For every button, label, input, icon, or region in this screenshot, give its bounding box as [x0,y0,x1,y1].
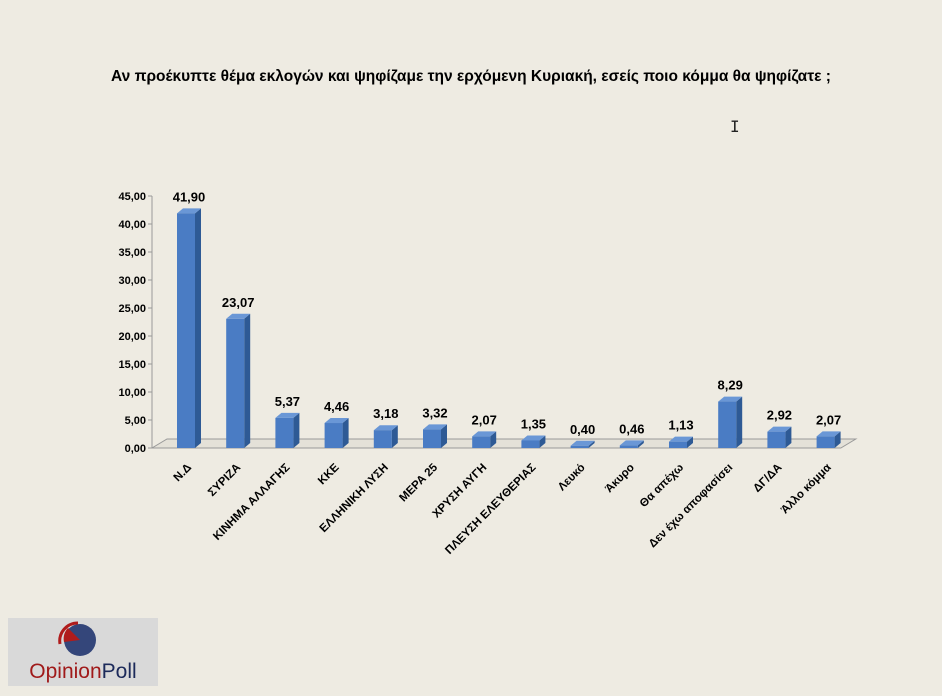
bar-top [177,208,201,214]
bar [177,213,195,448]
bar-side [244,313,251,448]
bar [718,401,737,448]
data-label: 8,29 [718,378,743,393]
bar-top [669,436,693,442]
bar-top [324,418,349,424]
bar-top [275,412,300,418]
y-tick-label: 20,00 [118,331,146,343]
bar [423,429,441,448]
x-tick-label: ΜΕΡΑ 25 [397,461,440,504]
x-tick-label: Θα απέχω [638,461,687,510]
x-tick-label: ΠΛΕΥΣΗ ΕΛΕΥΘΕΡΙΑΣ [443,462,538,557]
bar-side [834,431,841,448]
x-tick-label: Άλλο κόμμα [779,462,834,517]
x-tick-label: ΚΚΕ [316,461,342,487]
logo-text: OpinionPoll [8,660,158,684]
data-label: 3,32 [422,405,447,420]
bar [767,431,786,448]
bar-top [521,435,546,441]
x-tick-label: Λευκό [556,462,588,494]
bar-top [619,440,644,446]
bar-side [637,440,644,448]
bar-top [423,424,447,430]
x-tick-label: Ν.Δ [172,462,194,484]
data-label: 0,40 [570,422,595,437]
y-tick-label: 35,00 [118,247,146,259]
bar-top [718,396,743,402]
data-label: 2,92 [767,408,792,423]
x-tick-label: Δεν έχω αποφασίσει [647,462,736,551]
bar [570,445,589,448]
bar-side [539,435,546,448]
bar-top [816,431,841,437]
bar-top [767,426,792,432]
x-tick-label: ΣΥΡΙΖΑ [206,462,243,499]
bar-side [342,418,349,448]
bar [472,436,491,448]
y-tick-label: 5,00 [125,415,146,427]
data-label: 4,46 [324,399,349,414]
x-tick-label: ΔΓ/ΔΑ [751,462,784,495]
bar-top [570,440,595,446]
bar [226,318,245,448]
bar [275,417,294,448]
y-tick-label: 25,00 [118,303,146,315]
chart-title: Αν προέκυπτε θέμα εκλογών και ψηφίζαμε τ… [111,68,831,85]
bar-top [373,425,398,431]
logo-text-part2: Poll [101,660,137,683]
bar-side [293,412,300,448]
bar [619,445,638,448]
bar-side [391,425,398,448]
data-label: 1,35 [521,416,546,431]
bar [669,441,687,448]
y-tick-label: 30,00 [118,275,146,287]
y-tick-label: 0,00 [125,443,146,455]
text-cursor-icon: I [730,117,740,136]
bar-side [588,440,595,448]
bar [373,430,392,448]
data-label: 0,46 [619,421,644,436]
data-label: 2,07 [472,412,497,427]
y-tick-label: 40,00 [118,219,146,231]
bar-side [785,426,792,448]
x-tick-label: Άκυρο [603,462,637,496]
data-label: 23,07 [222,295,255,310]
data-label: 1,13 [668,418,693,433]
logo-text-part1: Opinion [29,660,102,683]
y-tick-label: 45,00 [118,191,146,203]
bar [324,423,343,448]
opinionpoll-logo: OpinionPoll [8,618,158,686]
bar-side [687,436,693,448]
bar-side [195,208,201,448]
y-tick-label: 10,00 [118,387,146,399]
data-label: 3,18 [373,406,398,421]
bar-top [226,313,251,319]
bar [816,436,835,448]
bar-side [441,424,447,448]
bar-side [736,396,743,448]
data-label: 41,90 [173,189,206,204]
chart-floor [150,438,858,449]
data-label: 5,37 [275,394,300,409]
bar [521,440,540,448]
y-tick-label: 15,00 [118,359,146,371]
data-label: 2,07 [816,412,841,427]
bar-top [472,431,497,437]
bar-side [490,431,497,448]
